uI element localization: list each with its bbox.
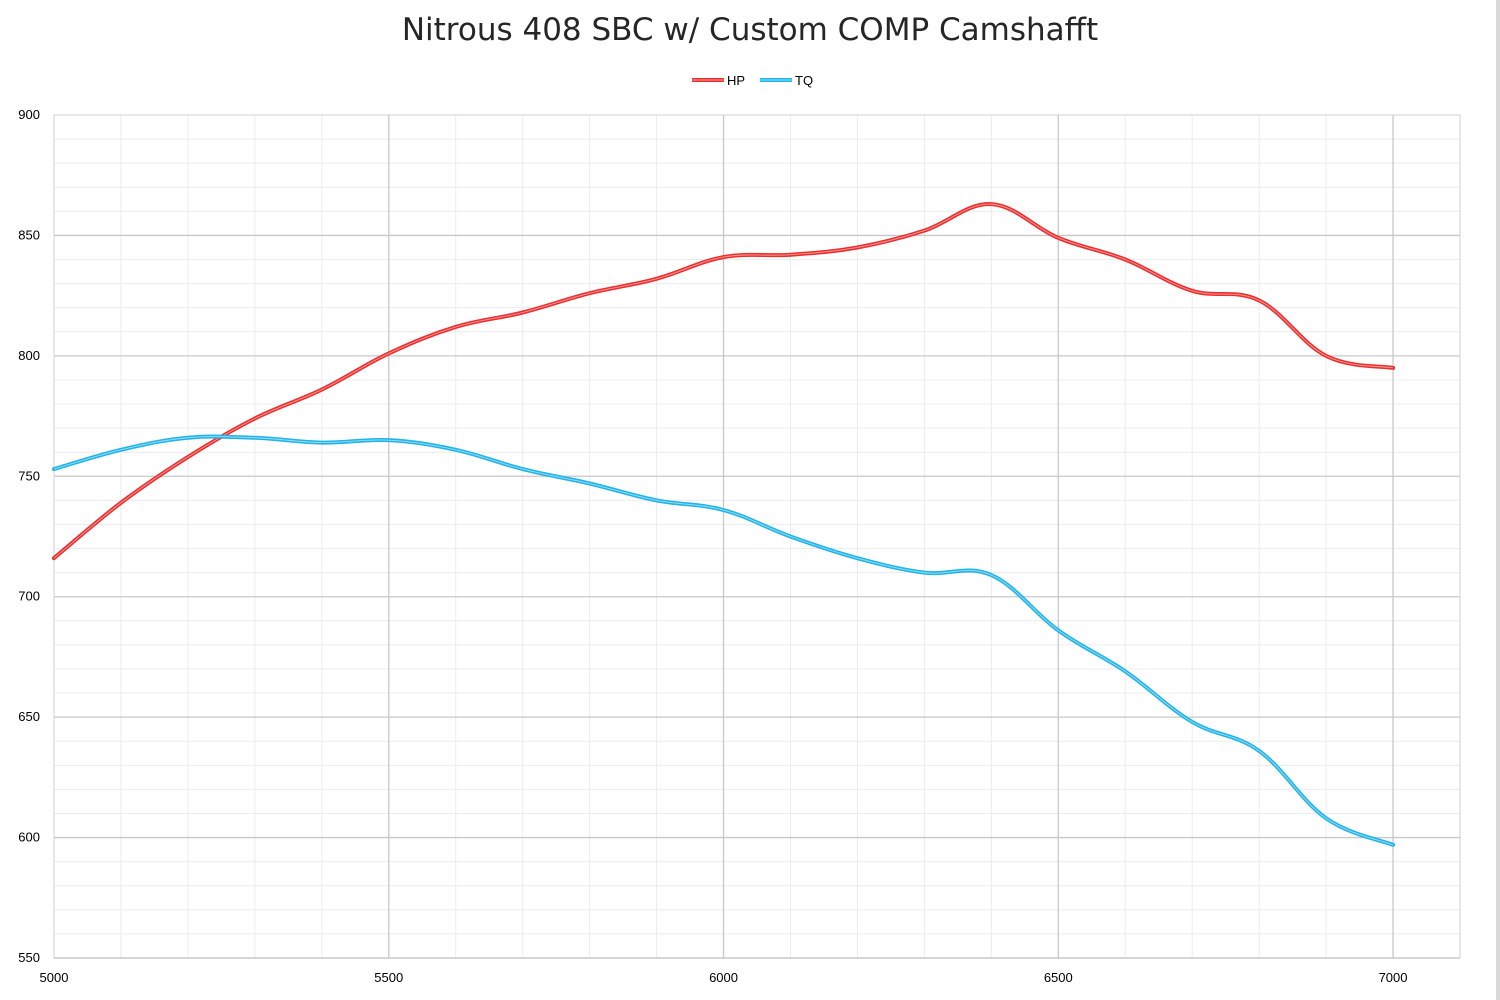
y-axis-tick-labels: 550 600 650 700 750 800 850 900 — [18, 107, 40, 965]
x-tick-label: 5000 — [40, 970, 69, 985]
y-tick-label: 650 — [18, 709, 40, 724]
series-lines — [52, 202, 1396, 847]
x-axis-tick-labels: 5000 5500 6000 6500 7000 — [40, 970, 1408, 985]
legend: HP TQ — [692, 73, 813, 88]
y-tick-label: 800 — [18, 348, 40, 363]
minor-gridlines — [54, 115, 1460, 958]
right-edge-border — [1496, 0, 1500, 1000]
y-tick-label: 850 — [18, 227, 40, 242]
legend-label-tq: TQ — [795, 73, 813, 88]
chart-title: Nitrous 408 SBC w/ Custom COMP Camshafft — [401, 12, 1099, 48]
x-tick-label: 6000 — [709, 970, 738, 985]
legend-label-hp: HP — [727, 73, 745, 88]
series-line-highlight-tq — [53, 436, 1394, 846]
y-tick-label: 700 — [18, 589, 40, 604]
plot-border — [53, 114, 1461, 959]
y-tick-label: 600 — [18, 830, 40, 845]
x-tick-label: 7000 — [1379, 970, 1408, 985]
x-tick-label: 6500 — [1044, 970, 1073, 985]
major-gridlines — [54, 115, 1460, 958]
y-tick-label: 750 — [18, 468, 40, 483]
x-tick-label: 5500 — [374, 970, 403, 985]
y-tick-label: 550 — [18, 950, 40, 965]
plot-area-frame — [53, 114, 1461, 959]
y-tick-label: 900 — [18, 107, 40, 122]
series-line-highlight-hp — [53, 203, 1394, 559]
